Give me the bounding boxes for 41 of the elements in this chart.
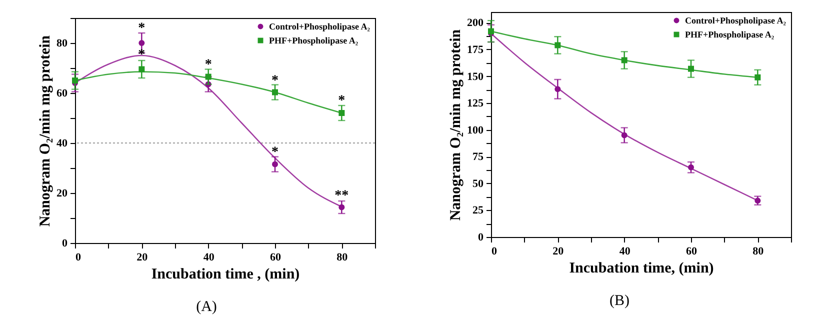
legend-label: Control+Phospholipase A₂: [685, 16, 786, 26]
x-tick-label: 80: [336, 252, 348, 264]
y-tick-label: 100: [467, 124, 484, 136]
x-tick-label: 60: [270, 252, 282, 264]
y-axis-title: Nanogram O₂/min mg protein: [38, 34, 54, 227]
y-tick-label: 80: [56, 38, 68, 50]
y-tick-label: 20: [56, 188, 68, 200]
annotation: *: [272, 144, 278, 160]
y-tick-label: 50: [472, 178, 484, 190]
y-tick-label: 75: [472, 151, 484, 164]
x-tick-label: 20: [136, 252, 148, 264]
text: (A): [196, 299, 217, 316]
x-tick-label: 40: [619, 246, 631, 258]
y-tick-label: 25: [472, 204, 484, 217]
annotation: *: [138, 21, 146, 36]
annotation: **: [334, 188, 349, 204]
y-tick-label: 125: [467, 98, 484, 110]
y-tick-label: 175: [467, 44, 484, 56]
annotation: *: [204, 57, 212, 72]
x-axis-title: Incubation time, (min): [569, 260, 714, 276]
x-tick-label: 40: [203, 252, 215, 264]
y-tick-label: 150: [467, 70, 484, 83]
legend-label: PHF+Phospholipase A₂: [685, 30, 774, 40]
x-tick-label: 20: [552, 246, 564, 258]
legend-label: Control+Phospholipase A₂: [269, 22, 370, 32]
text: (B): [610, 293, 630, 310]
legend-label: PHF+Phospholipase A₂: [269, 36, 358, 46]
x-tick-label: 60: [686, 246, 698, 258]
y-tick-label: 0: [478, 232, 484, 244]
y-axis-title: Nanogram O₂/min mg protein: [448, 28, 464, 221]
annotation: *: [272, 74, 278, 88]
y-tick-label: 200: [467, 17, 484, 30]
x-tick-label: 80: [752, 246, 764, 258]
y-tick-label: 60: [56, 88, 68, 100]
x-axis-title: Incubation time , (min): [151, 266, 300, 282]
x-tick-label: 0: [76, 252, 82, 264]
y-tick-label: 0: [62, 238, 68, 250]
x-tick-label: 0: [492, 246, 498, 258]
annotation: *: [138, 47, 146, 62]
y-tick-label: 40: [56, 138, 68, 150]
annotation: *: [338, 94, 346, 108]
